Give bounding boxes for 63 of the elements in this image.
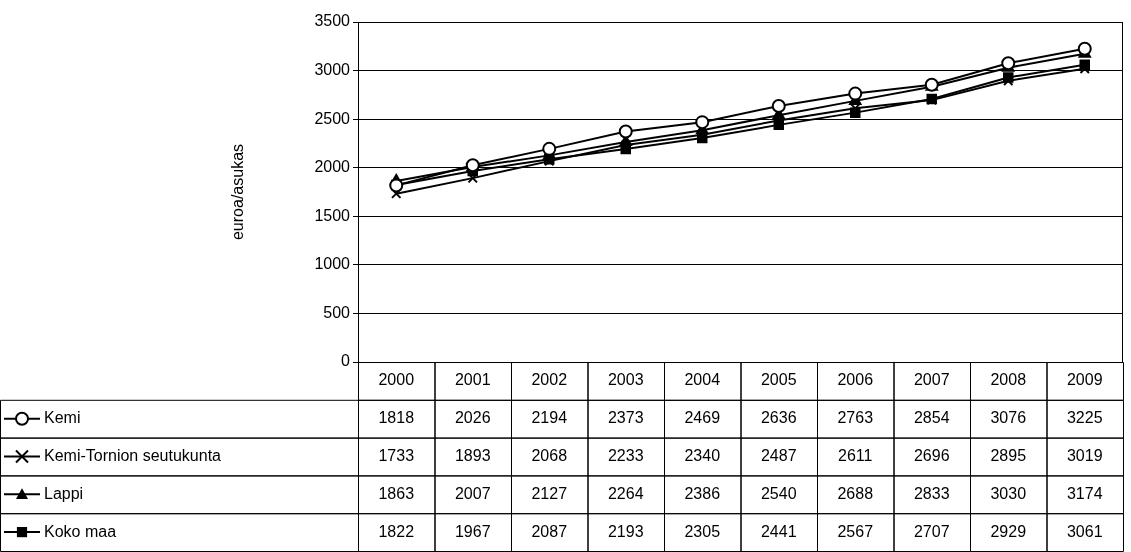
data-label: 1863 — [378, 484, 415, 502]
x-tick-label: 2000 — [378, 371, 415, 389]
y-tick-label: 500 — [323, 303, 351, 321]
x-tick-label: 2004 — [684, 371, 721, 389]
data-label: 2194 — [531, 409, 568, 427]
data-label: 3174 — [1066, 484, 1103, 502]
x-tick-label: 2008 — [990, 371, 1027, 389]
data-label: 3076 — [990, 409, 1027, 427]
data-label: 3030 — [990, 484, 1027, 502]
x-tick-label: 2009 — [1066, 371, 1103, 389]
data-label: 2707 — [913, 522, 950, 540]
data-label: 3019 — [1066, 446, 1103, 464]
y-tick-label: 2500 — [314, 109, 351, 127]
legend-label: Lappi — [44, 484, 84, 502]
y-tick-label: 1500 — [314, 206, 351, 224]
data-label: 2929 — [990, 522, 1027, 540]
data-label: 1818 — [378, 409, 415, 427]
data-label: 2469 — [684, 409, 721, 427]
data-label: 2611 — [838, 446, 873, 464]
data-label: 2233 — [607, 446, 644, 464]
data-label: 2373 — [607, 409, 644, 427]
legend-label: Koko maa — [44, 522, 117, 540]
data-label: 2487 — [760, 446, 797, 464]
x-tick-label: 2003 — [607, 371, 644, 389]
data-label: 2540 — [760, 484, 797, 502]
data-label: 2087 — [531, 522, 568, 540]
y-tick-label: 3000 — [314, 60, 351, 78]
data-label: 2763 — [837, 409, 874, 427]
data-label: 2007 — [454, 484, 491, 502]
data-label: 1822 — [378, 522, 415, 540]
data-label: 2386 — [684, 484, 721, 502]
data-label: 2636 — [760, 409, 797, 427]
data-label: 2127 — [531, 484, 568, 502]
data-label: 2833 — [913, 484, 950, 502]
y-axis-title: euroa/asukas — [229, 143, 247, 241]
data-label: 2026 — [454, 409, 491, 427]
data-label: 2895 — [990, 446, 1027, 464]
legend-label: Kemi — [44, 409, 81, 427]
legend-label: Kemi-Tornion seutukunta — [44, 446, 222, 464]
x-tick-label: 2005 — [760, 371, 797, 389]
data-label: 2688 — [837, 484, 874, 502]
data-label: 3061 — [1066, 522, 1103, 540]
data-label: 1967 — [454, 522, 491, 540]
data-label: 2340 — [684, 446, 721, 464]
y-tick-label: 2000 — [314, 158, 351, 176]
data-label: 2068 — [531, 446, 568, 464]
x-tick-label: 2001 — [454, 371, 491, 389]
y-tick-label: 3500 — [314, 12, 351, 30]
y-tick-label: 0 — [341, 352, 351, 370]
data-label: 2193 — [607, 522, 644, 540]
data-label: 1893 — [454, 446, 491, 464]
data-label: 1733 — [378, 446, 415, 464]
x-tick-label: 2007 — [913, 371, 950, 389]
y-tick-label: 1000 — [314, 255, 351, 273]
data-label: 2305 — [684, 522, 721, 540]
data-label: 2696 — [913, 446, 950, 464]
x-tick-label: 2006 — [837, 371, 874, 389]
x-tick-label: 2002 — [531, 371, 568, 389]
data-label: 2441 — [760, 522, 797, 540]
data-label: 2264 — [607, 484, 644, 502]
data-label: 2567 — [837, 522, 874, 540]
data-label: 3225 — [1066, 409, 1103, 427]
data-label: 2854 — [913, 409, 950, 427]
